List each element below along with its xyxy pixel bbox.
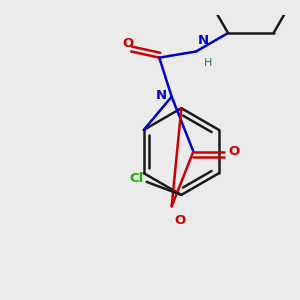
Text: O: O	[228, 145, 240, 158]
Text: H: H	[204, 58, 212, 68]
Text: N: N	[198, 34, 209, 47]
Text: Cl: Cl	[129, 172, 144, 185]
Text: N: N	[156, 88, 167, 102]
Text: O: O	[122, 37, 134, 50]
Text: O: O	[175, 214, 186, 227]
